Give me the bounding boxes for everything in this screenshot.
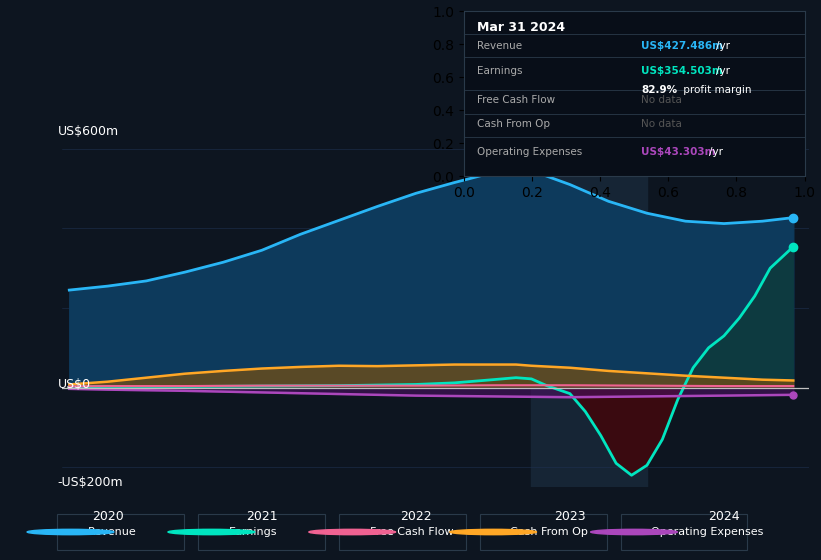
Text: US$354.503m: US$354.503m xyxy=(641,66,722,76)
Text: Operating Expenses: Operating Expenses xyxy=(651,527,764,537)
FancyBboxPatch shape xyxy=(480,514,607,550)
Text: 2022: 2022 xyxy=(400,510,432,522)
Text: US$427.486m: US$427.486m xyxy=(641,41,723,51)
Text: 2023: 2023 xyxy=(554,510,585,522)
Text: 82.9%: 82.9% xyxy=(641,86,677,96)
FancyBboxPatch shape xyxy=(57,514,184,550)
Circle shape xyxy=(590,529,677,535)
Text: US$43.303m: US$43.303m xyxy=(641,147,716,157)
Text: No data: No data xyxy=(641,95,682,105)
Text: Revenue: Revenue xyxy=(478,41,523,51)
Circle shape xyxy=(450,529,536,535)
Text: US$0: US$0 xyxy=(57,379,90,391)
Text: 2021: 2021 xyxy=(246,510,277,522)
Text: /yr: /yr xyxy=(709,147,723,157)
Text: profit margin: profit margin xyxy=(681,86,752,96)
FancyBboxPatch shape xyxy=(199,514,325,550)
Circle shape xyxy=(27,529,114,535)
Text: Earnings: Earnings xyxy=(229,527,277,537)
Circle shape xyxy=(309,529,396,535)
FancyBboxPatch shape xyxy=(339,514,466,550)
Text: US$600m: US$600m xyxy=(57,124,118,138)
Text: Operating Expenses: Operating Expenses xyxy=(478,147,583,157)
Text: -US$200m: -US$200m xyxy=(57,475,123,489)
Text: /yr: /yr xyxy=(716,66,730,76)
Text: Free Cash Flow: Free Cash Flow xyxy=(478,95,556,105)
FancyBboxPatch shape xyxy=(621,514,747,550)
Text: Mar 31 2024: Mar 31 2024 xyxy=(478,21,566,34)
Text: /yr: /yr xyxy=(716,41,730,51)
Text: No data: No data xyxy=(641,119,682,129)
Text: Earnings: Earnings xyxy=(478,66,523,76)
Text: 2020: 2020 xyxy=(92,510,124,522)
Bar xyxy=(531,129,647,487)
Text: Free Cash Flow: Free Cash Flow xyxy=(369,527,453,537)
Text: 2024: 2024 xyxy=(709,510,740,522)
Circle shape xyxy=(168,529,255,535)
Text: Cash From Op: Cash From Op xyxy=(511,527,589,537)
Text: Cash From Op: Cash From Op xyxy=(478,119,551,129)
Text: Revenue: Revenue xyxy=(88,527,136,537)
